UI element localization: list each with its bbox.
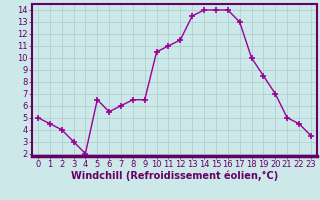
X-axis label: Windchill (Refroidissement éolien,°C): Windchill (Refroidissement éolien,°C) [71,171,278,181]
